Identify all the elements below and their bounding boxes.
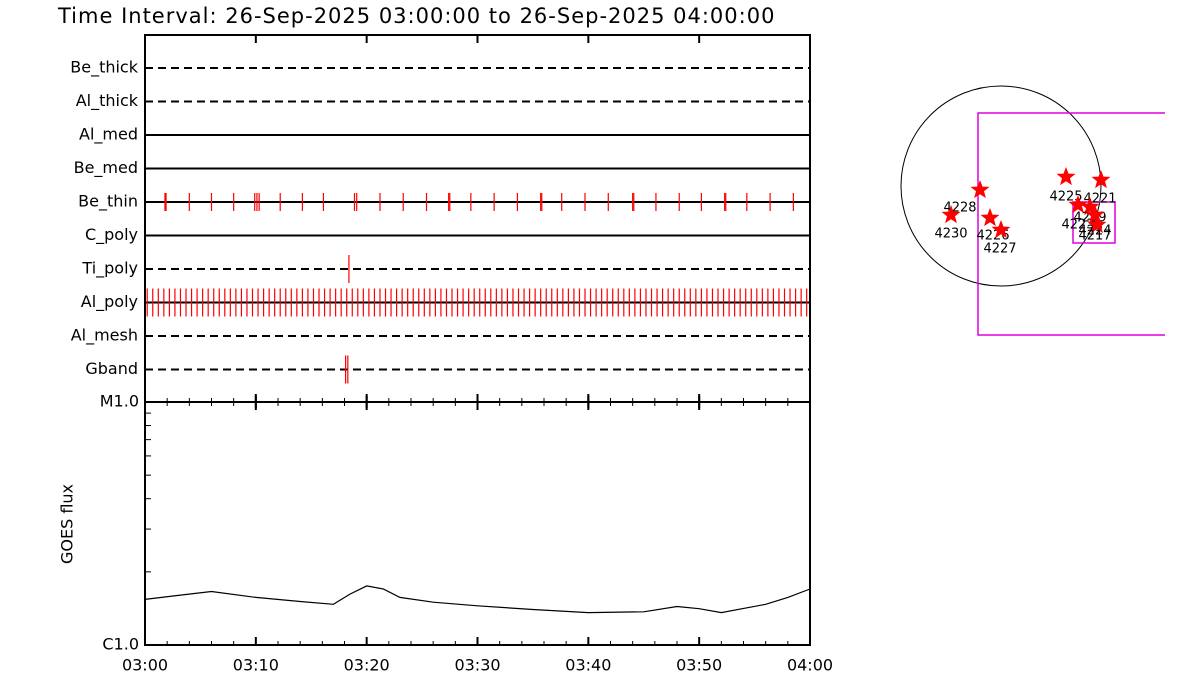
filter-label: Al_poly — [81, 292, 138, 312]
region-label: 4217 — [1078, 229, 1111, 244]
x-tick-label: 03:00 — [122, 656, 168, 675]
y-axis-label: GOES flux — [58, 484, 77, 564]
filter-label: Be_thick — [70, 58, 138, 78]
region-star — [980, 208, 1000, 227]
goes-curve — [144, 585, 811, 614]
region-star — [991, 220, 1011, 239]
filter-label: Be_thin — [78, 192, 138, 212]
x-tick-label: 03:30 — [454, 656, 500, 675]
region-star — [1080, 197, 1100, 216]
x-tick-label: 03:10 — [233, 656, 279, 675]
region-star — [1091, 170, 1111, 189]
chart-title: Time Interval: 26-Sep-2025 03:00:00 to 2… — [57, 4, 775, 28]
x-tick-label: 03:20 — [344, 656, 390, 675]
region-label: 4227 — [983, 242, 1016, 257]
filter-label: Al_mesh — [71, 326, 138, 346]
region-star — [941, 205, 961, 224]
sun-map — [900, 85, 1165, 336]
filter-label: Ti_poly — [81, 259, 138, 279]
filter-label: Be_med — [74, 158, 138, 178]
region-star — [1068, 195, 1088, 214]
region-label: 4225 — [1049, 190, 1082, 205]
region-star — [1087, 215, 1107, 234]
region-label: 4230 — [934, 227, 967, 242]
x-tick-label: 04:00 — [787, 656, 833, 675]
region-label: 4223 — [1061, 218, 1094, 233]
y-tick-label: M1.0 — [100, 392, 139, 411]
region-label: 4224 — [1078, 224, 1111, 239]
filter-label: Al_med — [79, 125, 138, 145]
region-star — [1056, 167, 1076, 186]
filter-label: Gband — [85, 359, 138, 378]
solar-disk — [900, 85, 1102, 287]
filter-label: Al_thick — [76, 91, 139, 111]
fov-box — [977, 112, 1165, 336]
goes-frame — [144, 401, 811, 646]
region-star — [1085, 205, 1105, 224]
x-tick-label: 03:40 — [565, 656, 611, 675]
fov-box-small — [1072, 201, 1116, 244]
region-star — [970, 180, 990, 199]
filter-label: C_poly — [85, 225, 138, 245]
y-tick-label: C1.0 — [102, 635, 139, 654]
x-tick-label: 03:50 — [676, 656, 722, 675]
timeline-frame — [144, 34, 811, 403]
